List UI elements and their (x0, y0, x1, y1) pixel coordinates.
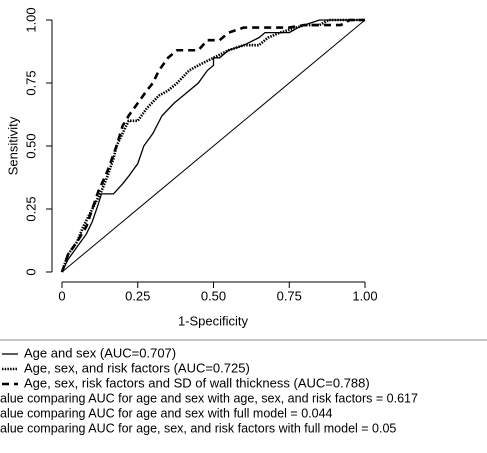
roc-curve (61, 19, 365, 273)
x-tick-label: 1.00 (352, 288, 377, 303)
y-tick-label: 0.75 (23, 70, 38, 95)
legend-label: Age, sex, risk factors and SD of wall th… (24, 375, 370, 390)
x-axis-label: 1-Specificity (178, 313, 249, 328)
roc-curve (60, 18, 365, 273)
y-tick-label: 0.50 (23, 133, 38, 158)
note: alue comparing AUC for age and sex with … (0, 391, 418, 405)
note: alue comparing AUC for age, sex, and ris… (0, 421, 396, 435)
y-tick-label: 0 (23, 268, 38, 275)
x-tick-label: 0.50 (201, 288, 226, 303)
reference-line (61, 19, 366, 273)
legend-label: Age, sex, and risk factors (AUC=0.725) (24, 360, 250, 375)
note: alue comparing AUC for age and sex with … (0, 406, 333, 420)
legend-label: Age and sex (AUC=0.707) (24, 345, 176, 360)
y-axis-label: Sensitivity (5, 116, 20, 175)
x-tick-label: 0 (58, 288, 65, 303)
x-tick-label: 0.75 (277, 288, 302, 303)
y-tick-label: 0.25 (23, 196, 38, 221)
y-tick-label: 1.00 (23, 7, 38, 32)
x-tick-label: 0.25 (125, 288, 150, 303)
roc-curve (60, 18, 365, 273)
